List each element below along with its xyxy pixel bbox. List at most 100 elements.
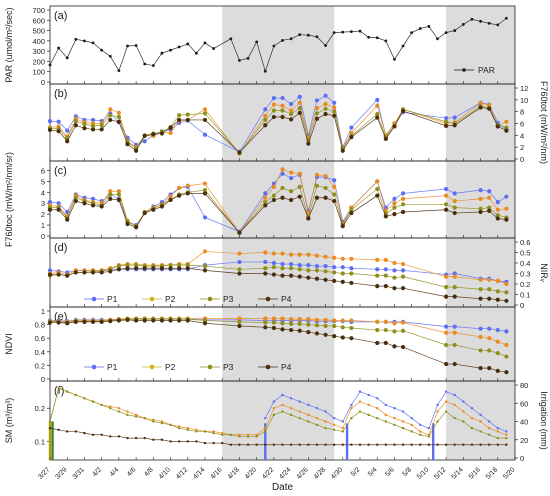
data-point	[264, 430, 267, 433]
data-point	[202, 181, 208, 186]
data-point	[297, 171, 302, 176]
panel-tag: (b)	[54, 88, 67, 100]
data-point	[237, 319, 242, 324]
data-point	[212, 441, 215, 445]
data-point	[306, 216, 311, 221]
data-point	[271, 95, 276, 101]
data-point	[152, 438, 155, 441]
legend-label: P1	[107, 362, 118, 372]
data-point	[272, 443, 276, 446]
data-point	[487, 296, 492, 301]
data-point	[444, 400, 448, 403]
x-tick-label: 5/12	[433, 466, 447, 480]
y-tick-label: 0.2	[35, 404, 45, 413]
x-tick-label: 4/16	[209, 466, 223, 480]
data-point	[297, 110, 302, 115]
data-point	[384, 420, 388, 423]
data-point	[487, 336, 492, 341]
data-point	[332, 31, 336, 35]
data-point	[324, 426, 327, 430]
data-point	[289, 37, 293, 41]
data-point	[116, 264, 121, 269]
data-point	[419, 423, 422, 427]
data-point	[202, 268, 208, 273]
data-point	[73, 123, 78, 128]
data-point	[263, 320, 268, 325]
data-point	[289, 327, 294, 333]
data-point	[281, 38, 284, 42]
data-point	[323, 173, 328, 179]
data-point	[99, 204, 104, 209]
data-point	[487, 208, 492, 213]
data-point	[280, 167, 285, 172]
data-point	[185, 117, 190, 123]
data-point	[142, 318, 147, 323]
data-point	[307, 443, 310, 446]
y-right-tick-label: 8	[520, 108, 524, 117]
data-point	[65, 139, 70, 144]
data-point	[376, 397, 379, 400]
data-point	[504, 128, 509, 133]
data-point	[400, 261, 406, 267]
data-point	[444, 443, 448, 446]
legend: PAR	[454, 65, 495, 75]
data-point	[332, 100, 337, 105]
data-point	[195, 430, 198, 433]
data-point	[202, 249, 208, 254]
data-point	[151, 207, 156, 212]
data-point	[160, 438, 164, 441]
data-point	[83, 431, 86, 435]
data-point	[125, 221, 130, 227]
data-point	[108, 189, 113, 194]
series-line-p3	[50, 318, 507, 357]
data-point	[306, 263, 311, 268]
data-point	[314, 264, 320, 269]
data-point	[117, 435, 121, 438]
legend-label: P2	[165, 362, 176, 372]
data-point	[444, 274, 449, 279]
data-point	[65, 321, 70, 326]
data-point	[314, 98, 320, 103]
data-point	[237, 259, 242, 265]
data-point	[306, 141, 311, 146]
data-point	[436, 403, 439, 407]
data-point	[444, 31, 448, 35]
data-point	[340, 279, 345, 284]
data-point	[400, 268, 406, 273]
y-right-tick-label: 0.3	[520, 270, 530, 279]
data-point	[400, 209, 406, 215]
data-point	[307, 403, 310, 407]
data-point	[332, 265, 337, 270]
data-point	[177, 193, 182, 198]
data-point	[453, 29, 457, 32]
data-point	[108, 269, 113, 274]
y-right-tick-label: 0.2	[520, 280, 530, 289]
data-point	[125, 263, 130, 268]
data-point	[349, 125, 354, 130]
data-point	[323, 323, 328, 329]
panel-tag: (d)	[54, 242, 67, 254]
data-point	[306, 329, 311, 335]
data-point	[350, 416, 353, 420]
data-point	[90, 127, 96, 132]
data-point	[470, 426, 474, 430]
data-point	[82, 126, 87, 131]
data-point	[314, 111, 320, 116]
data-point	[487, 195, 492, 200]
data-point	[314, 276, 320, 281]
data-point	[340, 335, 345, 340]
data-point	[392, 321, 397, 326]
data-point	[202, 117, 208, 123]
data-point	[383, 284, 388, 289]
data-point	[340, 271, 345, 276]
legend-swatch-marker	[149, 296, 155, 302]
data-point	[263, 325, 268, 330]
data-point	[297, 184, 302, 189]
data-point	[221, 433, 224, 436]
data-point	[452, 274, 457, 279]
x-tick-label: 3/29	[54, 466, 68, 480]
y-tick-label: 2	[41, 210, 45, 219]
data-point	[504, 290, 509, 295]
data-point	[160, 421, 164, 425]
data-point	[280, 316, 285, 321]
